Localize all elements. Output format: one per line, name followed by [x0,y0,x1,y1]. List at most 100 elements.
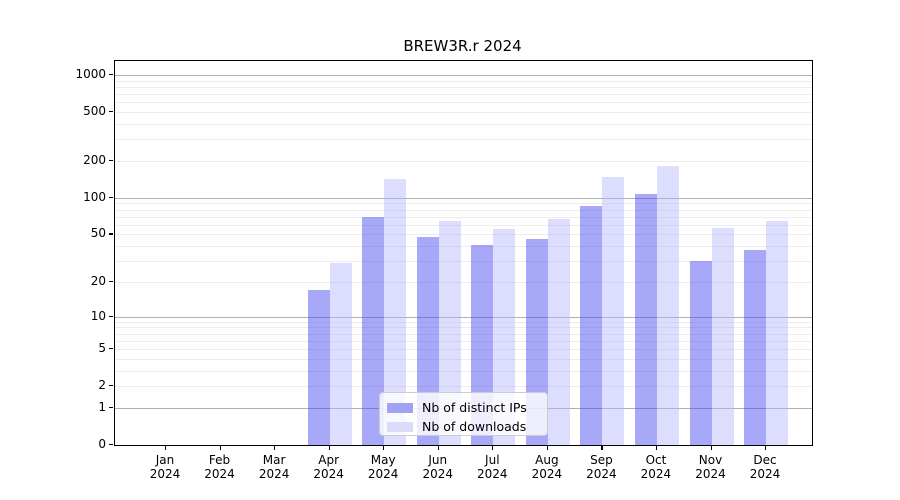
y-gridline-minor [115,234,812,236]
y-gridline-minor [115,281,812,283]
x-tick-label: Nov 2024 [679,453,743,481]
y-gridline-minor [115,94,812,96]
y-gridline-major [115,197,812,199]
x-tick-label-year: 2024 [640,466,672,481]
y-gridline-minor [115,327,812,329]
bar-distinct-ips-nov [689,261,712,445]
x-tick-mark [165,445,167,450]
x-tick-mark [328,445,330,450]
y-gridline-minor [115,123,812,125]
x-tick-label-year: 2024 [477,466,508,481]
legend-swatch-distinct-ips [387,402,413,413]
x-tick-label-year: 2024 [531,466,563,481]
y-gridline-minor [115,112,812,114]
y-gridline-minor [115,203,812,205]
y-tick-mark [109,233,113,235]
bar-downloads-apr [329,262,352,445]
chart-title: BREW3R.r 2024 [403,37,522,55]
x-tick-label-year: 2024 [586,466,617,481]
x-tick-label-year: 2024 [367,466,399,481]
y-gridline-minor [115,216,812,218]
x-tick-label-month: Apr [318,453,340,467]
y-gridline-minor [115,340,812,342]
y-gridline-minor [115,246,812,248]
x-tick-label-month: Jun [428,453,448,467]
y-gridline-major [115,316,812,318]
bar-downloads-jun [438,221,461,445]
legend-label-distinct-ips: Nb of distinct IPs [422,400,527,415]
y-tick-mark [109,444,113,446]
x-tick-mark [437,445,439,450]
x-tick-label-year: 2024 [149,466,181,481]
y-tick-mark [109,74,113,76]
bar-distinct-ips-apr [307,290,330,445]
y-gridline-minor [115,370,812,372]
x-tick-label: Oct 2024 [624,453,688,481]
x-tick-label-year: 2024 [313,466,344,481]
x-tick-label-year: 2024 [695,466,726,481]
x-tick-label: Feb 2024 [188,453,252,481]
x-tick-label: Jul 2024 [460,453,524,481]
y-gridline-minor [115,80,812,82]
x-tick-label-month: Aug [535,453,559,467]
x-tick-label-month: May [370,453,396,467]
plot-inner [115,61,812,445]
y-gridline-minor [115,160,812,162]
x-tick-label: Aug 2024 [515,453,579,481]
y-gridline-major [115,75,812,76]
x-tick-label-month: Nov [698,453,723,467]
y-gridline-minor [115,209,812,211]
bar-distinct-ips-oct [634,194,657,445]
x-tick-mark [601,445,603,450]
x-tick-mark [274,445,276,450]
y-tick-mark [109,385,113,387]
plot-area [114,60,813,446]
y-tick-mark [109,196,113,199]
y-tick-mark [109,406,113,409]
y-tick-label: 5 [98,341,106,356]
y-gridline-minor [115,139,812,141]
bar-downloads-sep [602,177,625,445]
y-tick-mark [109,348,113,350]
legend: Nb of distinct IPs Nb of downloads [379,392,548,436]
y-tick-label: 200 [83,152,106,167]
x-tick-label-month: Dec [753,453,777,467]
y-tick-label: 500 [83,104,106,119]
y-gridline-minor [115,261,812,263]
y-gridline-minor [115,102,812,104]
bar-downloads-may [384,179,407,445]
y-tick-mark [109,280,113,283]
y-gridline-minor [115,386,812,388]
x-tick-label: May 2024 [351,453,415,481]
y-gridline-minor [115,358,812,360]
x-tick-mark [765,445,767,450]
y-gridline-minor [115,86,812,88]
y-tick-label: 100 [83,189,106,204]
y-tick-mark [109,315,113,317]
x-tick-label: Jan 2024 [133,453,197,481]
x-tick-label: Sep 2024 [569,453,633,481]
x-tick-label-year: 2024 [749,466,781,481]
x-tick-label-year: 2024 [258,466,290,481]
legend-swatch-downloads [387,421,413,432]
y-tick-label: 50 [90,226,106,241]
bar-distinct-ips-may [362,216,385,445]
y-gridline-minor [115,321,812,323]
x-tick-label-year: 2024 [204,466,235,481]
legend-entry-downloads: Nb of downloads [387,417,537,436]
x-tick-label-month: Oct [645,453,667,467]
x-tick-label: Apr 2024 [297,453,361,481]
x-tick-mark [492,445,494,450]
y-gridline-minor [115,349,812,351]
x-tick-label-month: Sep [590,453,613,467]
bar-downloads-aug [547,219,570,445]
x-tick-label-month: Mar [262,453,286,467]
x-tick-label: Dec 2024 [733,453,797,481]
x-tick-label-month: Feb [208,453,231,467]
bar-downloads-dec [766,220,789,445]
x-tick-label: Mar 2024 [242,453,306,481]
x-tick-mark [655,445,658,450]
legend-label-downloads: Nb of downloads [422,419,527,434]
y-tick-label: 1000 [75,67,106,81]
